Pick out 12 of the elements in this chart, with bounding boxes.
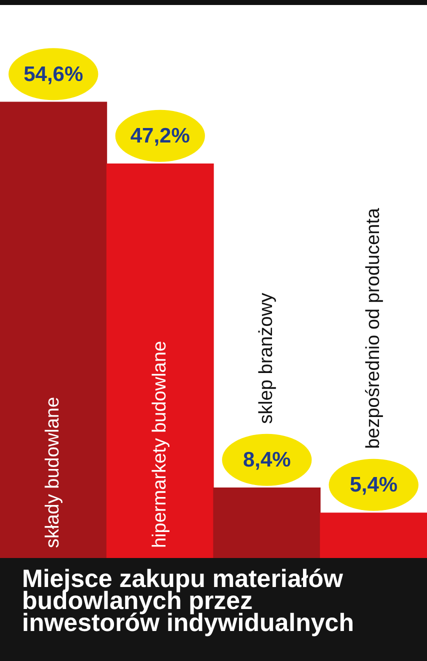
x-tick-label: składy budowlane	[42, 396, 64, 548]
x-tick-label: hipermarkety budowlane	[149, 340, 170, 548]
data-label: 8,4%	[242, 448, 292, 472]
bar	[320, 512, 427, 558]
x-tick-label: bezpośrednio od producenta	[362, 208, 384, 449]
data-label: 47,2%	[130, 124, 190, 148]
data-label: 5,4%	[350, 474, 398, 497]
data-label: 54,6%	[24, 62, 84, 86]
bar	[106, 164, 214, 558]
text: Miejsce zakupu materiałów budowlanych przez inwestorów indywidualnych	[0, 558, 427, 661]
x-tick-label: sklep branżowy	[256, 292, 278, 424]
bar	[213, 488, 321, 558]
